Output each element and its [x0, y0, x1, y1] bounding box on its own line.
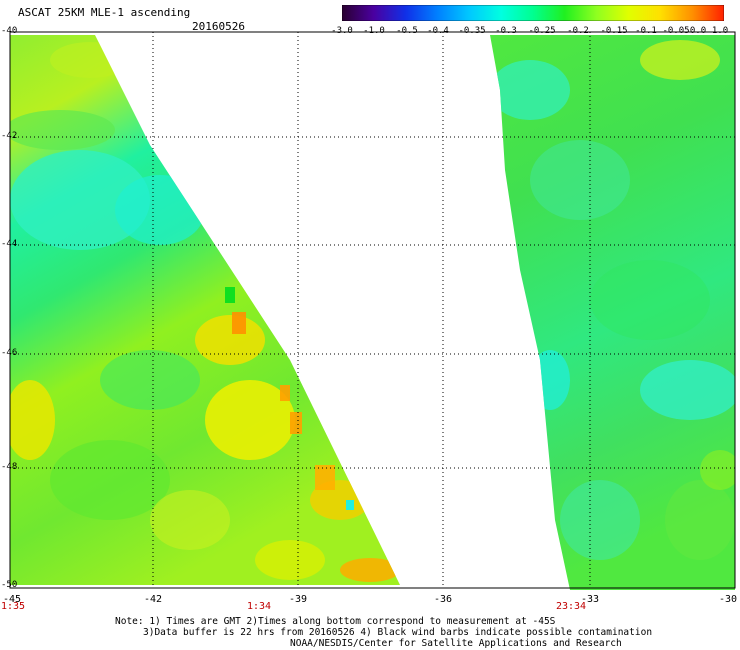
lon-label: -30 [718, 594, 738, 605]
lon-label: -36 [433, 594, 453, 605]
scale-label: 1.0 [711, 26, 729, 36]
lat-label: -42 [1, 131, 18, 141]
lat-label: -50 [1, 580, 18, 590]
scale-label: -0.3 [495, 26, 517, 36]
scale-label: 0.0 [689, 26, 707, 36]
map-title: ASCAT 25KM MLE-1 ascending [18, 6, 191, 19]
scale-label: -0.2 [567, 26, 589, 36]
scale-label: -0.25 [528, 26, 556, 36]
scale-label: -1.0 [363, 26, 385, 36]
left-satellite-swath [10, 35, 400, 585]
map-plot-area [9, 31, 736, 590]
footer-note-line1: Note: 1) Times are GMT 2)Times along bot… [115, 616, 556, 627]
time-label: 1:35 [0, 601, 26, 612]
time-label: 1:34 [246, 601, 272, 612]
lon-label: -42 [143, 594, 163, 605]
lat-lon-grid [10, 32, 735, 588]
color-scale-bar [342, 5, 724, 21]
footer-credit: NOAA/NESDIS/Center for Satellite Applica… [290, 638, 622, 649]
lon-label: -45 [2, 594, 22, 605]
lat-label: -44 [1, 239, 18, 249]
scale-label: -0.1 [635, 26, 657, 36]
color-scale-labels: -3.0 -1.0 -0.5 -0.4 -0.35 -0.3 -0.25 -0.… [330, 26, 730, 38]
scale-label: -0.05 [662, 26, 690, 36]
scale-label: -0.5 [396, 26, 418, 36]
lat-label: -48 [1, 462, 18, 472]
map-frame [9, 31, 736, 589]
time-label: 23:34 [555, 601, 587, 612]
lon-label: -33 [580, 594, 600, 605]
scale-label: -0.4 [427, 26, 449, 36]
map-date: 20160526 [192, 20, 245, 33]
lat-label: -46 [1, 348, 18, 358]
footer-note-line2: 3)Data buffer is 22 hrs from 20160526 4)… [143, 627, 653, 638]
scale-label: -0.35 [458, 26, 486, 36]
scale-label: -3.0 [331, 26, 353, 36]
lat-label: -40 [1, 26, 18, 36]
scale-label: -0.15 [600, 26, 628, 36]
right-satellite-swath [490, 35, 735, 590]
lon-label: -39 [288, 594, 308, 605]
